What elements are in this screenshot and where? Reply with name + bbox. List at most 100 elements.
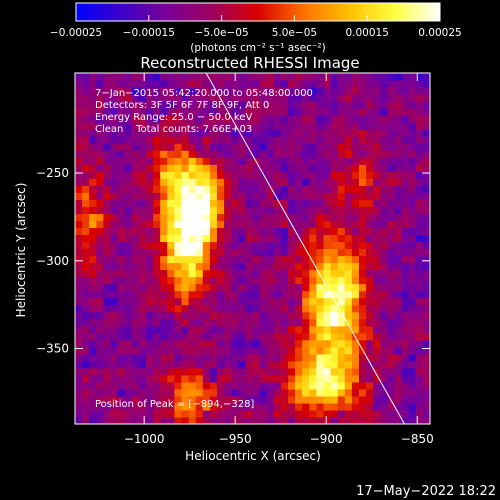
heatmap-cell [117,255,126,264]
heatmap-cell [344,395,353,404]
heatmap-cell [337,416,346,424]
heatmap-cell [224,150,232,158]
heatmap-cell [288,234,296,243]
heatmap-cell [252,325,261,334]
heatmap-cell [337,157,346,165]
heatmap-cell [351,353,360,362]
heatmap-cell [209,199,218,207]
heatmap-cell [110,332,119,341]
heatmap-cell [167,374,175,383]
heatmap-cell [231,395,239,404]
heatmap-cell [415,150,424,158]
heatmap-cell [103,164,112,172]
heatmap-cell [387,290,396,299]
heatmap-cell [366,304,374,313]
heatmap-cell [330,381,339,390]
heatmap-cell [252,241,261,250]
heatmap-cell [309,234,317,243]
heatmap-cell [202,94,211,102]
heatmap-cell [351,367,360,376]
heatmap-cell [422,101,430,109]
heatmap-cell [323,381,332,390]
heatmap-cell [238,80,246,88]
heatmap-cell [110,199,119,207]
heatmap-cell [394,178,403,186]
heatmap-cell [138,178,147,186]
heatmap-cell [323,87,332,95]
heatmap-cell [103,150,112,158]
heatmap-cell [252,248,261,257]
heatmap-cell [245,374,254,383]
heatmap-cell [96,311,104,320]
heatmap-cell [117,150,126,158]
heatmap-cell [295,220,303,229]
heatmap-cell [153,129,161,137]
heatmap-cell [188,220,197,229]
heatmap-cell [131,171,140,179]
heatmap-cell [138,234,147,243]
heatmap-cell [124,388,133,397]
heatmap-cell [131,143,140,151]
heatmap-cell [280,283,289,292]
heatmap-cell [75,101,83,109]
heatmap-cell [266,213,275,222]
heatmap-cell [160,304,168,313]
heatmap-cell [401,283,410,292]
heatmap-cell [245,318,254,327]
heatmap-cell [415,234,424,243]
heatmap-cell [188,192,197,200]
heatmap-cell [124,290,133,299]
heatmap-cell [117,80,126,88]
heatmap-cell [344,290,353,299]
heatmap-cell [302,290,310,299]
heatmap-cell [138,206,147,214]
heatmap-cell [280,143,289,151]
heatmap-cell [181,115,190,123]
heatmap-cell [124,276,133,285]
heatmap-cell [259,311,268,320]
heatmap-cell [252,332,261,341]
heatmap-cell [202,122,211,130]
heatmap-cell [146,213,154,222]
heatmap-cell [82,199,90,207]
heatmap-cell [167,136,175,144]
heatmap-cell [117,94,126,102]
heatmap-cell [408,73,417,81]
heatmap-cell [266,325,275,334]
heatmap-cell [195,213,204,222]
heatmap-cell [96,374,104,383]
heatmap-cell [231,206,239,214]
heatmap-cell [373,206,381,214]
heatmap-cell [366,297,374,306]
heatmap-cell [82,416,90,424]
heatmap-cell [195,416,204,424]
heatmap-cell [273,269,282,278]
heatmap-cell [280,269,289,278]
heatmap-cell [415,248,424,257]
heatmap-cell [302,220,310,229]
heatmap-cell [146,150,154,158]
heatmap-cell [153,416,161,424]
heatmap-cell [160,136,168,144]
heatmap-cell [231,171,239,179]
heatmap-cell [373,290,381,299]
heatmap-cell [302,304,310,313]
heatmap-cell [351,297,360,306]
heatmap-cell [238,220,246,229]
heatmap-cell [295,199,303,207]
heatmap-cell [295,101,303,109]
heatmap-cell [124,94,133,102]
heatmap-cell [408,276,417,285]
heatmap-cell [217,129,225,137]
heatmap-cell [273,199,282,207]
heatmap-cell [245,409,254,418]
heatmap-cell [323,192,332,200]
heatmap-cell [387,262,396,271]
heatmap-cell [153,276,161,285]
heatmap-cell [103,409,112,418]
heatmap-cell [316,94,325,102]
heatmap-cell [273,346,282,355]
heatmap-cell [217,290,225,299]
heatmap-cell [124,87,133,95]
heatmap-cell [401,199,410,207]
